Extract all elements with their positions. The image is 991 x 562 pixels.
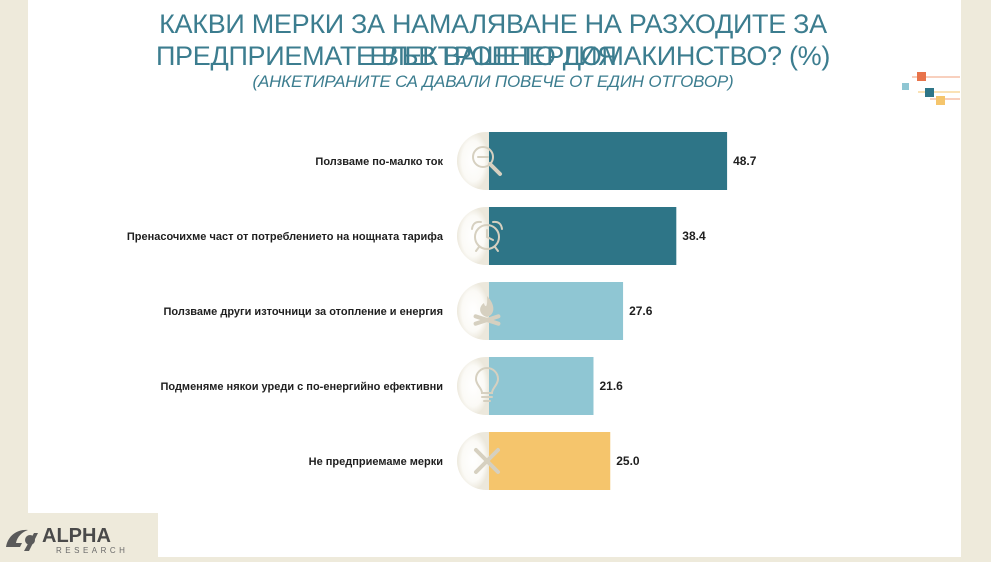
bar (487, 207, 677, 265)
bar (487, 432, 611, 490)
value-label: 48.7 (733, 154, 757, 168)
bar (487, 282, 624, 340)
icon-part (475, 246, 480, 252)
icon-part (480, 296, 494, 317)
logo-name: ALPHA (42, 525, 111, 547)
icon-part (474, 367, 500, 394)
category-label: Ползваме по-малко ток (315, 156, 443, 168)
icon-part (471, 220, 482, 230)
deco-square (902, 83, 909, 90)
chart-subtitle: (АНКЕТИРАНИТЕ СА ДАВАЛИ ПОВЕЧЕ ОТ ЕДИН О… (252, 72, 734, 91)
icon-part (474, 448, 500, 474)
icon-part (486, 229, 494, 241)
cross-icon (474, 448, 500, 474)
magnifier-minus-icon (472, 146, 502, 176)
icon-part (492, 220, 503, 230)
icon-part (488, 162, 502, 176)
category-label: Пренасочихме част от потреблението на но… (127, 231, 444, 243)
category-label: Ползваме други източници за отопление и … (164, 306, 444, 318)
lightbulb-icon (474, 367, 500, 402)
icon-part (473, 314, 501, 326)
deco-square (925, 88, 934, 97)
icon-part (472, 146, 494, 168)
category-label: Подменяме някои уреди с по-енергийно ефе… (160, 381, 443, 393)
value-label: 21.6 (599, 379, 623, 393)
value-label: 27.6 (629, 304, 653, 318)
logo-tagline: RESEARCH (56, 546, 128, 555)
alarm-clock-icon (471, 220, 503, 252)
chart-title-line1: КАКВИ МЕРКИ ЗА НАМАЛЯВАНЕ НА РАЗХОДИТЕ З… (159, 9, 827, 71)
deco-square (936, 96, 945, 105)
bar-icon-cap (457, 432, 489, 490)
campfire-icon (473, 296, 501, 326)
alpha-research-logo: ALPHA RESEARCH (0, 513, 158, 557)
bar (487, 357, 594, 415)
value-label: 25.0 (616, 454, 640, 468)
category-label: Не предприемаме мерки (309, 456, 443, 468)
icon-part (494, 246, 499, 252)
deco-square (917, 72, 926, 81)
chart-title-line2: ПРЕДПРИЕМАТЕ ВЪВ ВАШЕТО ДОМАКИНСТВО? (%) (155, 41, 831, 71)
value-label: 38.4 (682, 229, 706, 243)
bars-layer: Ползваме по-малко ток 48.7 Пренасочихме ча… (127, 132, 757, 490)
bar-icon-cap (457, 282, 489, 340)
icon-part (474, 224, 500, 250)
bar (487, 132, 728, 190)
bar-icon-cap (457, 207, 489, 265)
bar-icon-cap (457, 357, 489, 415)
